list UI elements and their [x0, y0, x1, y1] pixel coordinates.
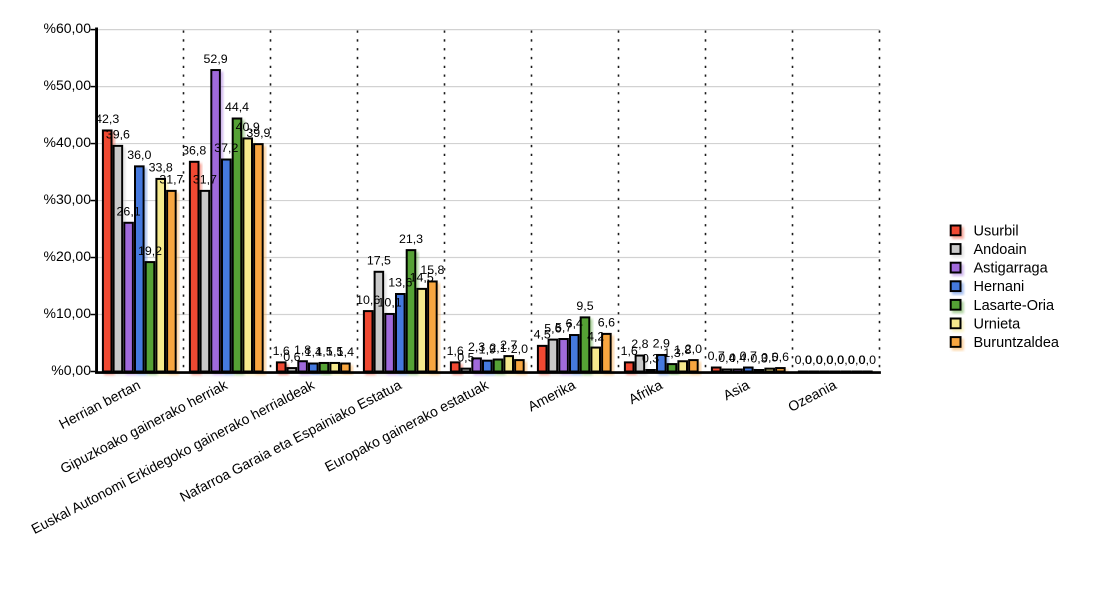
svg-text:%60,00: %60,00	[44, 20, 92, 36]
svg-text:42,3: 42,3	[95, 112, 119, 126]
svg-text:2,8: 2,8	[631, 337, 648, 351]
svg-text:2,0: 2,0	[685, 342, 702, 356]
svg-text:37,2: 37,2	[214, 141, 238, 155]
svg-text:%20,00: %20,00	[44, 248, 92, 264]
svg-text:26,1: 26,1	[117, 204, 141, 218]
svg-text:21,3: 21,3	[399, 232, 423, 246]
svg-text:15,8: 15,8	[420, 263, 444, 277]
svg-text:%10,00: %10,00	[44, 305, 92, 321]
svg-text:Astigarraga: Astigarraga	[974, 261, 1049, 277]
svg-text:4,2: 4,2	[587, 329, 604, 343]
svg-text:%0,00: %0,00	[51, 362, 91, 378]
svg-text:9,5: 9,5	[576, 299, 593, 313]
svg-text:31,7: 31,7	[193, 173, 217, 187]
svg-text:Andoain: Andoain	[974, 242, 1027, 258]
svg-text:Buruntzaldea: Buruntzaldea	[974, 335, 1060, 351]
svg-text:39,6: 39,6	[106, 128, 130, 142]
svg-text:44,4: 44,4	[225, 100, 249, 114]
svg-text:Hernani: Hernani	[974, 279, 1025, 295]
svg-text:Usurbil: Usurbil	[974, 223, 1019, 239]
svg-text:0,6: 0,6	[772, 350, 789, 364]
svg-text:0,0: 0,0	[859, 353, 876, 367]
svg-text:0,3: 0,3	[642, 351, 659, 365]
svg-text:%30,00: %30,00	[44, 191, 92, 207]
svg-text:17,5: 17,5	[367, 253, 391, 267]
svg-text:39,9: 39,9	[246, 126, 270, 140]
svg-text:36,8: 36,8	[182, 144, 206, 158]
svg-text:%40,00: %40,00	[44, 134, 92, 150]
svg-text:19,2: 19,2	[138, 244, 162, 258]
svg-text:Lasarte-Oria: Lasarte-Oria	[974, 298, 1056, 314]
svg-text:2,0: 2,0	[511, 342, 528, 356]
svg-text:10,1: 10,1	[378, 296, 402, 310]
svg-text:6,6: 6,6	[598, 316, 615, 330]
svg-text:31,7: 31,7	[159, 173, 183, 187]
svg-text:6,4: 6,4	[566, 317, 583, 331]
svg-text:1,4: 1,4	[337, 345, 354, 359]
svg-text:52,9: 52,9	[204, 52, 228, 66]
svg-text:%50,00: %50,00	[44, 77, 92, 93]
svg-text:Urnieta: Urnieta	[974, 316, 1022, 332]
